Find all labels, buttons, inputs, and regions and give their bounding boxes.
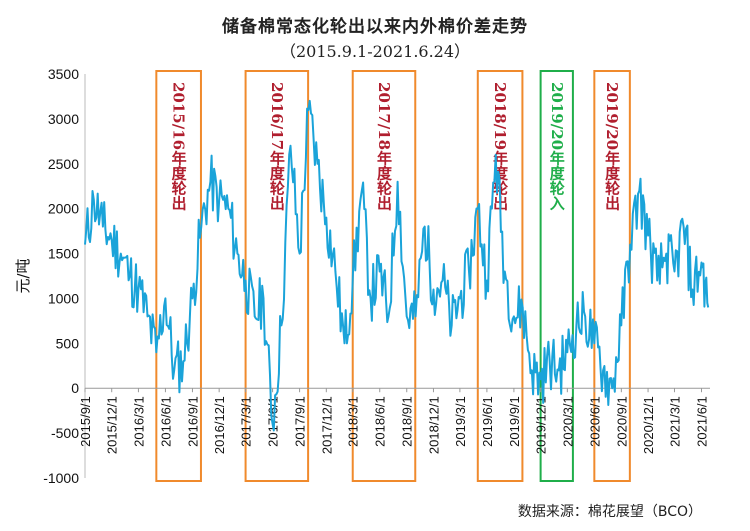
x-tick-label: 2018/3/1 xyxy=(346,396,361,447)
period-box-1 xyxy=(244,70,310,482)
x-tick-label: 2016/6/1 xyxy=(158,396,173,447)
x-tick-label: 2019/9/1 xyxy=(507,396,522,447)
y-tick-label: 2000 xyxy=(48,201,79,217)
y-tick-label: 0 xyxy=(71,380,79,396)
period-label-0: 2015/16年度轮出 xyxy=(170,82,188,211)
x-tick-label: 2016/9/1 xyxy=(185,396,200,447)
series-line xyxy=(84,99,710,432)
period-label-1: 2016/17年度轮出 xyxy=(268,82,286,211)
x-tick-label: 2018/6/1 xyxy=(373,396,388,447)
x-tick-label: 2020/12/1 xyxy=(641,396,656,454)
x-tick-label: 2017/3/1 xyxy=(239,396,254,447)
x-tick-label: 2019/6/1 xyxy=(480,396,495,447)
x-tick-label: 2017/12/1 xyxy=(319,396,334,454)
period-box-0 xyxy=(155,70,202,482)
y-tick-label: 3500 xyxy=(48,66,79,82)
x-tick-label: 2018/9/1 xyxy=(400,396,415,447)
y-axis-label: 元/吨 xyxy=(14,258,32,293)
period-label-5: 2019/20年度轮出 xyxy=(603,82,621,211)
y-tick-label: 2500 xyxy=(48,156,79,172)
period-label-2: 2017/18年度轮出 xyxy=(375,82,393,211)
period-label-4: 2019/20年度轮入 xyxy=(548,82,566,210)
chart-subtitle: （2015.9.1-2021.6.24） xyxy=(279,42,471,61)
x-tick-label: 2019/12/1 xyxy=(534,396,549,454)
x-tick-label: 2021/3/1 xyxy=(667,396,682,447)
period-box-4 xyxy=(539,70,574,482)
y-tick-label: 500 xyxy=(56,335,80,351)
x-tick-label: 2019/3/1 xyxy=(453,396,468,447)
x-tick-label: 2020/9/1 xyxy=(614,396,629,447)
x-tick-label: 2017/9/1 xyxy=(293,396,308,447)
x-tick-label: 2020/3/1 xyxy=(560,396,575,447)
x-tick-label: 2016/12/1 xyxy=(212,396,227,454)
chart-title: 储备棉常态化轮出以来内外棉价差走势 xyxy=(222,17,528,37)
y-tick-label: -500 xyxy=(51,425,79,441)
y-tick-label: 1000 xyxy=(48,290,79,306)
y-tick-label: 1500 xyxy=(48,246,79,262)
data-source: 数据来源：棉花展望（BCO） xyxy=(517,504,702,520)
x-tick-label: 2015/9/1 xyxy=(78,396,93,447)
y-tick-label: 3000 xyxy=(48,111,79,127)
period-box-3 xyxy=(476,70,524,482)
y-tick-label: -1000 xyxy=(43,470,79,486)
x-tick-label: 2021/6/1 xyxy=(694,396,709,447)
x-tick-label: 2015/12/1 xyxy=(105,396,120,454)
x-tick-label: 2018/12/1 xyxy=(426,396,441,454)
x-tick-label: 2020/6/1 xyxy=(587,396,602,447)
x-tick-label: 2016/3/1 xyxy=(131,396,146,447)
